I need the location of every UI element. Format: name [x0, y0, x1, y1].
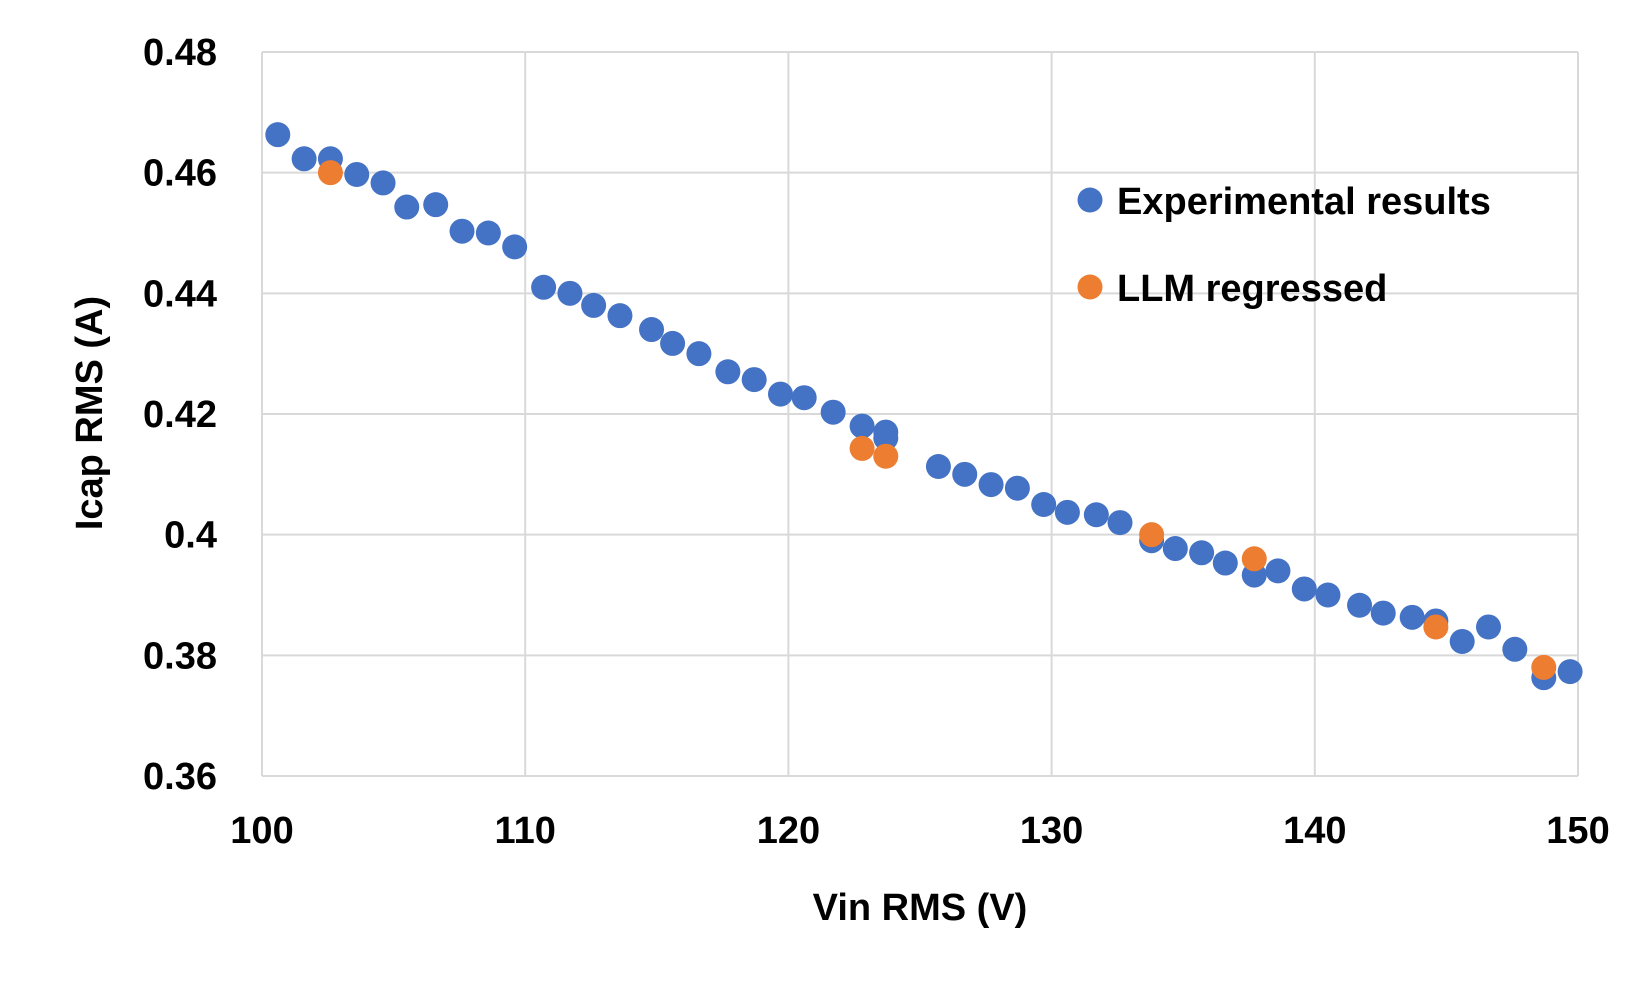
- experimental-point: [423, 192, 449, 218]
- y-tick-label: 0.48: [143, 32, 217, 74]
- x-tick-label: 110: [495, 810, 556, 852]
- legend-marker-experimental: [1077, 187, 1103, 213]
- experimental-point: [715, 359, 741, 385]
- experimental-point: [265, 122, 291, 148]
- experimental-point: [531, 274, 557, 300]
- experimental-point: [686, 341, 712, 367]
- llm-regressed-point: [1531, 654, 1557, 680]
- experimental-point: [1291, 576, 1317, 602]
- experimental-point: [660, 330, 686, 356]
- experimental-point: [581, 292, 607, 318]
- experimental-point: [394, 194, 420, 220]
- x-tick-label: 130: [1020, 810, 1083, 852]
- experimental-point: [1083, 502, 1109, 528]
- experimental-point: [1212, 550, 1238, 576]
- experimental-point: [1004, 475, 1030, 501]
- experimental-point: [952, 461, 978, 487]
- experimental-point: [1107, 510, 1133, 536]
- experimental-point: [1162, 536, 1188, 562]
- legend-label-experimental: Experimental results: [1117, 181, 1491, 223]
- y-tick-label: 0.46: [143, 153, 217, 195]
- llm-regressed-point: [1139, 522, 1165, 548]
- grid-lines: [261, 51, 1579, 777]
- y-tick-label: 0.36: [143, 756, 217, 798]
- experimental-point: [925, 453, 951, 479]
- llm-regressed-point: [317, 160, 343, 186]
- experimental-point: [1347, 592, 1373, 618]
- y-tick-label: 0.44: [143, 273, 217, 315]
- experimental-point: [1502, 636, 1528, 662]
- x-tick-label: 120: [757, 810, 820, 852]
- llm-regressed-point: [873, 443, 899, 469]
- llm-regressed-point: [1241, 546, 1267, 572]
- x-axis-tick-labels: 100 110 120 130 140 150: [230, 810, 1609, 852]
- x-tick-label: 140: [1283, 810, 1346, 852]
- experimental-point: [1449, 628, 1475, 654]
- experimental-point: [1399, 604, 1425, 630]
- experimental-point: [1370, 600, 1396, 626]
- experimental-point: [344, 161, 370, 187]
- experimental-point: [557, 280, 583, 306]
- experimental-point: [820, 399, 846, 425]
- y-tick-label: 0.38: [143, 635, 217, 677]
- experimental-point: [1557, 659, 1583, 685]
- experimental-point: [475, 220, 501, 246]
- x-axis-title: Vin RMS (V): [813, 887, 1028, 929]
- llm-regressed-point: [1423, 614, 1449, 640]
- experimental-point: [849, 413, 875, 439]
- experimental-point: [1476, 614, 1502, 640]
- legend-marker-llm: [1077, 274, 1103, 300]
- y-tick-label: 0.42: [143, 394, 217, 436]
- experimental-point: [502, 234, 528, 260]
- y-tick-label: 0.4: [164, 515, 217, 557]
- y-axis-tick-labels: 0.36 0.38 0.4 0.42 0.44 0.46 0.48: [143, 32, 217, 798]
- experimental-point: [1315, 582, 1341, 608]
- llm-regressed-point: [849, 435, 875, 461]
- x-tick-label: 150: [1546, 810, 1609, 852]
- experimental-point: [1265, 558, 1291, 584]
- x-tick-label: 100: [230, 810, 293, 852]
- experimental-point: [768, 381, 794, 407]
- experimental-point: [1189, 540, 1215, 566]
- legend: Experimental results LLM regressed: [1077, 181, 1491, 310]
- experimental-point: [370, 170, 396, 196]
- experimental-point: [1054, 499, 1080, 525]
- experimental-point: [449, 218, 475, 244]
- experimental-point: [1031, 492, 1057, 517]
- experimental-point: [607, 303, 633, 329]
- experimental-point: [873, 425, 899, 451]
- data-points: [265, 122, 1583, 691]
- experimental-point: [978, 472, 1004, 498]
- experimental-point: [741, 367, 767, 393]
- experimental-point: [639, 317, 665, 343]
- experimental-point: [791, 385, 817, 411]
- y-axis-title: Icap RMS (A): [69, 296, 111, 530]
- legend-label-llm: LLM regressed: [1117, 268, 1387, 310]
- experimental-point: [291, 146, 317, 172]
